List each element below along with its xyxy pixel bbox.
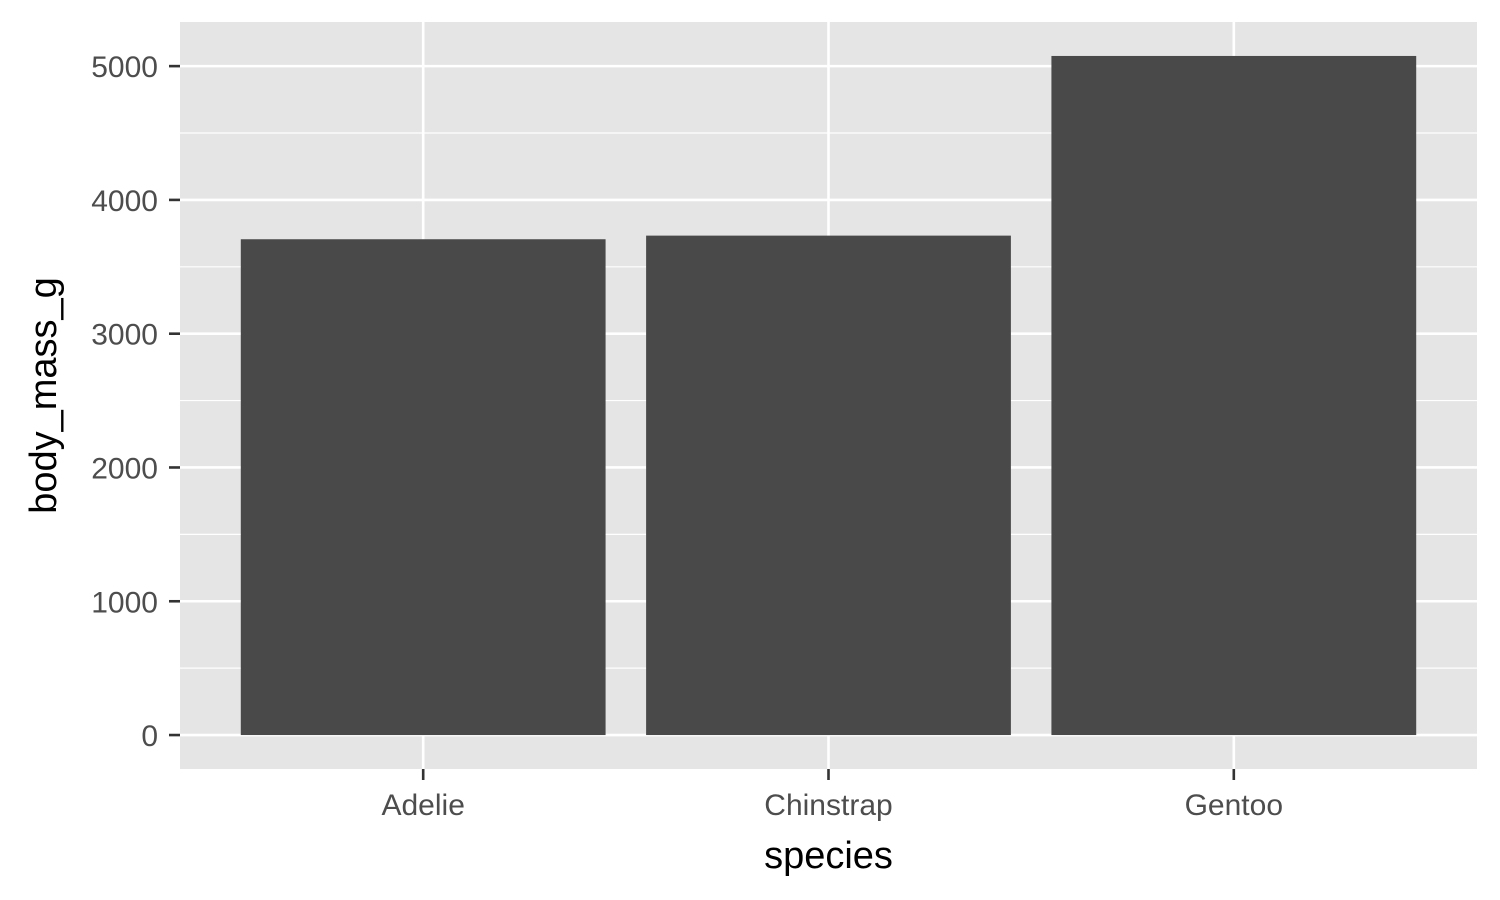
x-axis: Adelie Chinstrap Gentoo <box>381 769 1283 822</box>
y-tick-label: 4000 <box>91 185 158 218</box>
y-tick-label: 5000 <box>91 51 158 84</box>
y-axis-title: body_mass_g <box>23 277 65 514</box>
bar-series <box>240 55 1417 736</box>
y-tick-label: 2000 <box>91 452 158 485</box>
y-tick-label: 0 <box>141 720 158 753</box>
x-axis-title: species <box>764 835 893 877</box>
y-tick-label: 1000 <box>91 586 158 619</box>
bar-adelie <box>240 239 606 736</box>
y-axis: 0 1000 2000 3000 4000 5000 <box>91 51 180 753</box>
bar-chinstrap <box>646 235 1011 736</box>
x-tick-label: Chinstrap <box>764 789 892 822</box>
x-tick-label: Adelie <box>381 789 464 822</box>
y-tick-label: 3000 <box>91 319 158 352</box>
x-tick-label: Gentoo <box>1185 789 1283 822</box>
bar-gentoo <box>1051 55 1417 736</box>
